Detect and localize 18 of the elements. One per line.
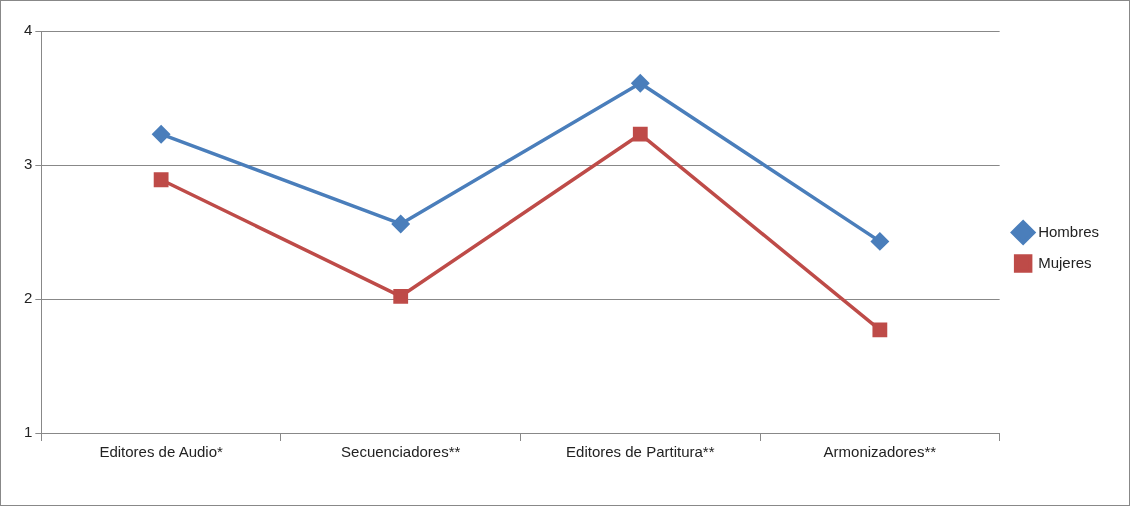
point xyxy=(152,125,170,143)
point xyxy=(632,126,648,142)
point xyxy=(872,322,888,338)
y-tick-label: 4 xyxy=(24,21,33,39)
x-tick-label: Armonizadores** xyxy=(823,443,937,461)
y-tick-label: 1 xyxy=(24,423,33,441)
legend-label: Hombres xyxy=(1038,222,1100,240)
point xyxy=(393,288,409,304)
y-tick-label: 2 xyxy=(24,289,33,307)
x-tick-label: Secuenciadores** xyxy=(341,443,461,461)
y-tick-label: 3 xyxy=(24,155,33,173)
point xyxy=(631,74,650,93)
point xyxy=(391,215,410,233)
legend-label: Mujeres xyxy=(1038,253,1092,271)
x-tick-label: Editores de Partitura** xyxy=(566,443,715,461)
point xyxy=(153,172,169,188)
x-tick-label: Editores de Audio* xyxy=(99,443,223,461)
point xyxy=(871,232,889,251)
